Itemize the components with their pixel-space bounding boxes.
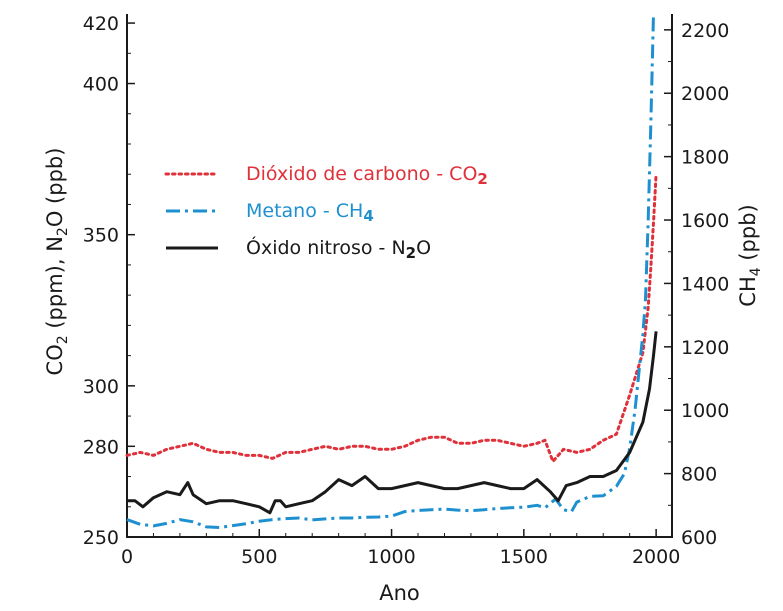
legend-label-n2o: Óxido nitroso - N2O xyxy=(246,235,431,262)
series-layer xyxy=(125,13,658,529)
legend-label-part: Óxido nitroso - N xyxy=(246,235,406,259)
right-y-title-sub: 4 xyxy=(748,267,764,276)
legend-item-ch4: Metano - CH4 xyxy=(166,200,374,225)
legend-label-co2: Dióxido de carbono - CO2 xyxy=(246,163,488,188)
legend-label-sub: 2 xyxy=(406,244,416,262)
legend: Dióxido de carbono - CO2 Metano - CH4 Óx… xyxy=(164,163,488,262)
x-axis-ticks: 0 500 1000 1500 2000 xyxy=(121,529,680,568)
right-y-tick-label: 1800 xyxy=(681,147,729,169)
x-tick-label: 0 xyxy=(121,546,133,568)
legend-item-n2o: Óxido nitroso - N2O xyxy=(166,235,431,262)
legend-label-part: Dióxido de carbono - CO xyxy=(246,163,477,185)
left-y-tick-label: 300 xyxy=(83,376,119,398)
plot-frame xyxy=(126,14,673,538)
right-y-title-part: (ppb) xyxy=(736,204,760,267)
legend-label-part: Metano - CH xyxy=(246,200,363,222)
left-y-axis-ticks: 250 280 300 350 400 420 xyxy=(83,13,135,549)
series-line-0 xyxy=(125,172,658,463)
right-y-tick-label: 2200 xyxy=(681,20,729,42)
legend-label-ch4: Metano - CH4 xyxy=(246,200,374,225)
series-line-1 xyxy=(126,13,655,529)
right-y-axis-title: CH4 (ppb) xyxy=(736,204,764,306)
left-y-title-part: O (ppb) xyxy=(43,148,67,228)
left-y-axis-title: CO2 (ppm), N2O (ppb) xyxy=(43,148,71,376)
legend-item-co2: Dióxido de carbono - CO2 xyxy=(164,163,488,188)
left-y-tick-label: 350 xyxy=(83,225,119,247)
left-y-title-sub: 2 xyxy=(55,335,71,344)
left-y-title-sub: 2 xyxy=(55,227,71,236)
right-y-tick-label: 1600 xyxy=(681,210,729,232)
right-y-tick-label: 1400 xyxy=(681,273,729,295)
legend-label-part: O xyxy=(416,237,431,259)
right-y-tick-label: 600 xyxy=(681,527,717,549)
legend-label-sub: 4 xyxy=(363,207,373,225)
right-y-title-part: CH xyxy=(736,276,760,306)
x-tick-label: 2000 xyxy=(632,546,680,568)
series-line-2 xyxy=(127,331,658,515)
right-y-tick-label: 800 xyxy=(681,464,717,486)
x-tick-label: 500 xyxy=(241,546,277,568)
x-tick-label: 1000 xyxy=(367,546,415,568)
left-y-tick-label: 280 xyxy=(83,436,119,458)
right-y-tick-label: 1000 xyxy=(681,400,729,422)
left-y-tick-label: 420 xyxy=(83,13,119,35)
x-axis-title: Ano xyxy=(379,581,420,605)
x-tick-label: 1500 xyxy=(500,546,548,568)
right-y-tick-label: 2000 xyxy=(681,83,729,105)
left-y-title-part: CO xyxy=(43,344,67,375)
left-y-tick-label: 400 xyxy=(83,74,119,96)
left-y-tick-label: 250 xyxy=(83,527,119,549)
right-y-tick-label: 1200 xyxy=(681,337,729,359)
right-y-axis-ticks: 600 800 1000 1200 1400 1600 1800 2000 2200 xyxy=(664,20,729,549)
legend-label-sub: 2 xyxy=(477,170,487,188)
left-y-title-part: (ppm), N xyxy=(43,236,67,335)
